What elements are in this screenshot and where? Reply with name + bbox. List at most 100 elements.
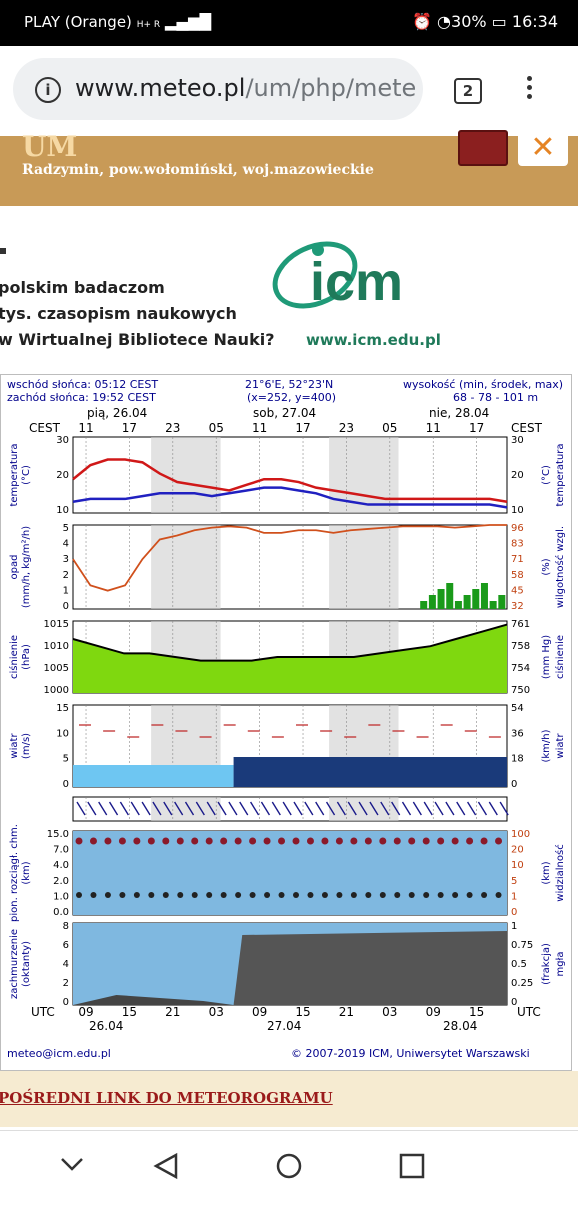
axis-unit-right: (km) [541, 861, 552, 884]
tick-label: 0 [63, 601, 69, 612]
back-icon[interactable] [153, 1152, 178, 1180]
nav-down-icon[interactable] [61, 1158, 83, 1171]
footer-email[interactable]: meteo@icm.edu.pl [7, 1047, 111, 1060]
cloud-top-dot [278, 837, 286, 845]
wind-arrow [141, 801, 151, 816]
cloud-base-dot [148, 892, 155, 898]
home-icon[interactable] [276, 1153, 302, 1179]
wind-arrow [445, 801, 455, 816]
tick-label: 1010 [44, 641, 69, 652]
cloud-base-dot [321, 892, 328, 898]
cloud-top-dot [437, 837, 445, 845]
pressure-area [73, 624, 507, 693]
info-icon[interactable]: i [35, 77, 61, 103]
footer-copyright: © 2007-2019 ICM, Uniwersytet Warszawski [291, 1047, 530, 1060]
axis-label-left: zachmurzenie [9, 929, 20, 999]
advertisement[interactable]: polskim badaczom tys. czasopism naukowyc… [0, 206, 578, 374]
axis-label-right: ciśnienie [554, 635, 566, 679]
humidity-line [72, 524, 507, 592]
wind-arrow [477, 801, 488, 816]
tick-label: 2 [63, 978, 69, 989]
night-shade [151, 797, 221, 821]
cloud-top-dot [118, 837, 126, 845]
tick-label: 0.0 [53, 907, 69, 918]
utc-label-left: UTC [31, 1005, 55, 1019]
tick-label: 2.0 [53, 876, 69, 887]
hour-label: 21 [165, 1005, 180, 1019]
wind-arrow [304, 801, 314, 816]
precip-bar [472, 589, 480, 609]
wind-arrow [206, 801, 216, 816]
cloud-top-dot [133, 837, 141, 845]
cloud-base-dot [90, 892, 97, 898]
hour-label: 05 [382, 421, 397, 435]
hour-label: 09 [78, 1005, 93, 1019]
cloud-base-dot [162, 892, 169, 898]
tick-label: 30 [511, 435, 524, 446]
close-icon[interactable]: ✕ [518, 130, 568, 166]
axis-label-left: ciśnienie [8, 635, 20, 679]
direct-link-bar: POŚREDNI LINK DO METEOROGRAMU [0, 1071, 578, 1127]
url-text[interactable]: www.meteo.pl/um/php/mete [75, 74, 415, 102]
tab-switcher-button[interactable]: 2 [454, 78, 482, 104]
cloud-top-dot [104, 837, 112, 845]
direct-link[interactable]: POŚREDNI LINK DO METEOROGRAMU [0, 1089, 333, 1107]
precip-bar [428, 595, 436, 609]
tick-label: 83 [511, 539, 524, 550]
tick-label: 8 [63, 921, 69, 932]
tick-label: 10 [511, 860, 524, 871]
icm-site-link[interactable]: www.icm.edu.pl [306, 331, 441, 349]
tick-label: 20 [56, 470, 69, 481]
wind-arrow [293, 801, 303, 816]
axis-label-left: pion. rozciągł. chm. [9, 824, 20, 922]
wind-arrow [434, 801, 444, 816]
cloud-base-dot [495, 892, 502, 898]
wind-arrow [488, 801, 498, 816]
tick-label: 0 [511, 907, 517, 918]
hour-label: 03 [209, 1005, 224, 1019]
tick-label: 10 [511, 505, 524, 516]
wind-arrow [174, 801, 184, 816]
hour-label: 11 [78, 421, 93, 435]
cloud-top-dot [249, 837, 257, 845]
wind-arrow [412, 801, 422, 816]
cloud-top-dot [379, 837, 387, 845]
wind-arrow [271, 801, 281, 816]
cest-label-left: CEST [29, 421, 61, 435]
cloud-base-dot [220, 892, 227, 898]
tick-label: 4 [63, 959, 69, 970]
address-bar[interactable]: i www.meteo.pl/um/php/mete [13, 58, 423, 120]
tick-label: 96 [511, 523, 524, 534]
book-icon[interactable] [458, 130, 508, 166]
cloud-top-dot [480, 837, 488, 845]
hour-label: 23 [339, 421, 354, 435]
cloud-base-dot [133, 892, 140, 898]
cest-label-right: CEST [511, 421, 543, 435]
cloud-top-dot [176, 837, 184, 845]
wind-arrow [184, 801, 195, 816]
wind-arrow [325, 801, 336, 816]
cloud-top-dot [350, 837, 358, 845]
tick-label: 3 [63, 554, 69, 565]
wind-area [73, 765, 234, 787]
axis-label-right: widzialność [554, 844, 566, 901]
wind-arrow [282, 801, 292, 816]
tick-label: 36 [511, 728, 524, 739]
axis-label-right: wilgotność wzgl. [554, 526, 566, 608]
location-name: Radzymin, pow.wołomiński, woj.mazowiecki… [22, 162, 374, 178]
icm-logo[interactable]: icm [270, 225, 430, 330]
wind-arrow [87, 801, 97, 816]
hour-label: 03 [382, 1005, 397, 1019]
sunset-label: zachód słońca: 19:52 CEST [7, 391, 156, 404]
cloud-base-dot [365, 892, 372, 898]
night-shade [151, 525, 221, 609]
precip-bar [420, 601, 428, 609]
wind-arrow [130, 801, 140, 816]
overflow-menu-icon[interactable] [527, 76, 533, 103]
precip-bar [489, 601, 497, 609]
wind-arrow [391, 801, 401, 816]
cloud-top-dot [220, 837, 228, 845]
tick-label: 1 [511, 891, 517, 902]
recents-icon[interactable] [399, 1153, 425, 1179]
tick-label: 0.5 [511, 959, 527, 970]
